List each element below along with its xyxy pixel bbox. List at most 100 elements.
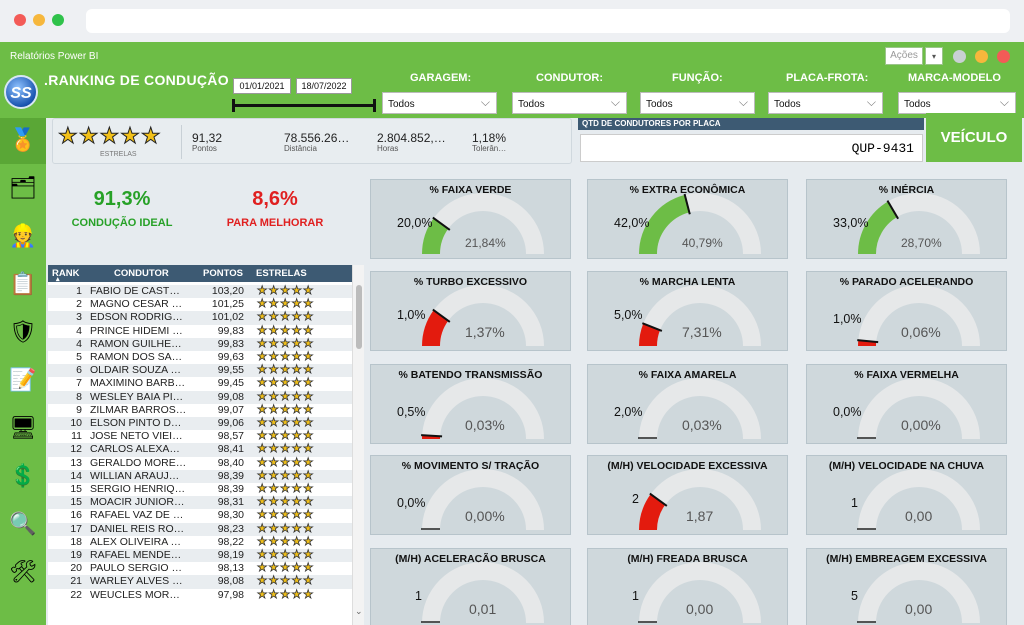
table-row[interactable]: 14 WILLIAN ARAUJ… 98,39 ★★★★★ bbox=[48, 469, 352, 483]
gauge-track bbox=[858, 285, 980, 347]
table-row[interactable]: 17 DANIEL REIS RO… 98,23 ★★★★★ bbox=[48, 522, 352, 536]
sort-arrow-icon[interactable]: ▴ bbox=[56, 276, 60, 283]
chevron-down-icon: ⌵ bbox=[480, 95, 490, 109]
condutor-cell: WESLEY BAIA PI… bbox=[90, 390, 184, 403]
table-row[interactable]: 2 MAGNO CESAR … 101,25 ★★★★★ bbox=[48, 298, 352, 312]
condutor-cell: CARLOS ALEXA… bbox=[90, 443, 180, 456]
document-icon[interactable]: 📋 bbox=[9, 271, 37, 296]
col-rank-header[interactable]: RANK bbox=[52, 268, 80, 279]
shield-check-icon[interactable]: 🛡 bbox=[9, 319, 37, 344]
gauge-title: % FAIXA VERMELHA bbox=[854, 369, 959, 381]
pontos-cell: 98,39 bbox=[217, 483, 244, 495]
minimize-icon[interactable] bbox=[975, 50, 988, 63]
table-row[interactable]: 9 ZILMAR BARROS… 99,07 ★★★★★ bbox=[48, 403, 352, 417]
gauge-title: (M/H) FREADA BRUSCA bbox=[627, 553, 748, 565]
col-condutor-header[interactable]: CONDUTOR bbox=[114, 268, 169, 279]
table-row[interactable]: 5 RAMON DOS SA… 99,63 ★★★★★ bbox=[48, 351, 352, 365]
qtd-card-header: QTD DE CONDUTORES POR PLACA bbox=[578, 118, 924, 130]
acoes-button[interactable]: Ações bbox=[885, 47, 923, 65]
row-stars-rating: ★★★★★ bbox=[257, 298, 315, 311]
stat-caption: Tolerân… bbox=[472, 144, 507, 153]
table-row[interactable]: 19 RAFAEL MENDE… 98,19 ★★★★★ bbox=[48, 549, 352, 563]
table-row[interactable]: 16 RAFAEL VAZ DE … 98,30 ★★★★★ bbox=[48, 509, 352, 523]
row-stars-rating: ★★★★★ bbox=[257, 535, 315, 548]
table-row[interactable]: 18 ALEX OLIVEIRA … 98,22 ★★★★★ bbox=[48, 535, 352, 549]
table-row[interactable]: 13 GERALDO MORE… 98,40 ★★★★★ bbox=[48, 456, 352, 470]
close-window-dot[interactable] bbox=[14, 14, 26, 26]
table-row[interactable]: 20 PAULO SERGIO … 98,13 ★★★★★ bbox=[48, 562, 352, 576]
condutor-cell: OLDAIR SOUZA … bbox=[90, 364, 182, 377]
close-icon[interactable] bbox=[997, 50, 1010, 63]
condutor-cell: WILLIAN ARAUJ… bbox=[90, 469, 180, 482]
table-row[interactable]: 22 WEUCLES MOR… 97,98 ★★★★★ bbox=[48, 588, 352, 602]
table-row[interactable]: 6 OLDAIR SOUZA … 99,55 ★★★★★ bbox=[48, 364, 352, 378]
table-row[interactable]: 11 JOSE NETO VIEI… 98,57 ★★★★★ bbox=[48, 430, 352, 444]
filter-select[interactable]: Todos ⌵ bbox=[640, 92, 755, 114]
table-row[interactable]: 8 WESLEY BAIA PI… 99,08 ★★★★★ bbox=[48, 390, 352, 404]
hierarchy-icon[interactable]: 🗂 bbox=[9, 175, 37, 200]
table-row[interactable]: 4 PRINCE HIDEMI … 99,83 ★★★★★ bbox=[48, 324, 352, 338]
gauge-title: (M/H) VELOCIDADE EXCESSIVA bbox=[607, 460, 768, 472]
gauge-reference: 28,70% bbox=[901, 236, 942, 250]
minimize-window-dot[interactable] bbox=[33, 14, 45, 26]
table-row[interactable]: 4 RAMON GUILHE… 99,83 ★★★★★ bbox=[48, 337, 352, 351]
table-row[interactable]: 7 MAXIMINO BARB… 99,45 ★★★★★ bbox=[48, 377, 352, 391]
table-row[interactable]: 15 SERGIO HENRIQ… 98,39 ★★★★★ bbox=[48, 483, 352, 497]
gauge-value: 0,0% bbox=[833, 405, 862, 419]
gauge-card: % INÉRCIA 33,0% 28,70% bbox=[806, 179, 1007, 259]
row-stars-rating: ★★★★★ bbox=[257, 588, 315, 601]
rank-cell: 20 bbox=[70, 562, 82, 575]
chevron-down-icon: ⌵ bbox=[738, 95, 748, 109]
filter-select[interactable]: Todos ⌵ bbox=[768, 92, 883, 114]
acoes-dropdown-icon[interactable]: ▾ bbox=[925, 47, 943, 65]
magnifier-icon[interactable]: 🔍 bbox=[9, 511, 37, 536]
table-scrollbar[interactable]: ⌄ bbox=[352, 265, 364, 625]
scroll-down-icon[interactable]: ⌄ bbox=[355, 606, 363, 616]
refresh-icon[interactable] bbox=[953, 50, 966, 63]
pontos-cell: 99,83 bbox=[217, 324, 244, 337]
date-range-slider[interactable] bbox=[232, 99, 376, 112]
rank-cell: 21 bbox=[70, 575, 82, 588]
row-stars-rating: ★★★★★ bbox=[257, 285, 315, 298]
gauge-arc bbox=[422, 285, 544, 347]
date-end-input[interactable]: 18/07/2022 bbox=[296, 78, 352, 94]
gauge-card: % FAIXA VERMELHA 0,0% 0,00% bbox=[806, 364, 1007, 444]
tools-icon[interactable]: 🛠 bbox=[9, 559, 37, 584]
medal-icon[interactable]: 🏅 bbox=[9, 127, 37, 152]
gauge-arc bbox=[421, 469, 544, 531]
driver-icon[interactable]: 👷 bbox=[9, 223, 37, 248]
date-slider-start-handle[interactable] bbox=[232, 99, 235, 112]
table-row[interactable]: 12 CARLOS ALEXA… 98,41 ★★★★★ bbox=[48, 443, 352, 457]
condutor-cell: SERGIO HENRIQ… bbox=[90, 483, 186, 495]
table-row[interactable]: 21 WARLEY ALVES … 98,08 ★★★★★ bbox=[48, 575, 352, 589]
conducao-ideal-value: 91,3% bbox=[93, 188, 151, 210]
date-start-input[interactable]: 01/01/2021 bbox=[233, 78, 291, 94]
filter-select[interactable]: Todos ⌵ bbox=[898, 92, 1016, 114]
monitor-presenter-icon[interactable]: 🖥 bbox=[9, 415, 37, 440]
date-slider-end-handle[interactable] bbox=[373, 99, 376, 112]
scrollbar-thumb[interactable] bbox=[356, 285, 362, 349]
col-estrelas-header[interactable]: ESTRELAS bbox=[256, 268, 307, 279]
row-stars-rating: ★★★★★ bbox=[257, 390, 315, 403]
money-coin-icon[interactable]: 💲 bbox=[9, 463, 37, 488]
table-row[interactable]: 1 FABIO DE CAST… 103,20 ★★★★★ bbox=[48, 285, 352, 299]
maximize-window-dot[interactable] bbox=[52, 14, 64, 26]
filter-select[interactable]: Todos ⌵ bbox=[512, 92, 627, 114]
table-row[interactable]: 15 MOACIR JUNIOR… 98,31 ★★★★★ bbox=[48, 496, 352, 510]
filter-value: Todos bbox=[646, 99, 673, 110]
filter-select[interactable]: Todos ⌵ bbox=[382, 92, 497, 114]
gauge-arc bbox=[857, 562, 980, 624]
table-row[interactable]: 3 EDSON RODRIG… 101,02 ★★★★★ bbox=[48, 311, 352, 325]
gauge-card: % FAIXA VERDE 20,0% 21,84% bbox=[370, 179, 571, 259]
col-pontos-header[interactable]: PONTOS bbox=[203, 268, 243, 279]
report-pencil-icon[interactable]: 📝 bbox=[9, 367, 37, 392]
stat-value: 91,32 bbox=[192, 131, 223, 145]
table-row[interactable]: 10 ELSON PINTO D… 99,06 ★★★★★ bbox=[48, 417, 352, 431]
pontos-cell: 99,06 bbox=[217, 417, 244, 429]
gauge-value: 33,0% bbox=[833, 216, 869, 230]
gauge-title: (M/H) EMBREAGEM EXCESSIVA bbox=[826, 553, 987, 565]
gauge-track bbox=[858, 378, 980, 440]
stars-caption: ESTRELAS bbox=[100, 151, 137, 158]
veiculo-button[interactable]: VEÍCULO bbox=[926, 113, 1022, 162]
address-bar[interactable] bbox=[86, 9, 1010, 33]
